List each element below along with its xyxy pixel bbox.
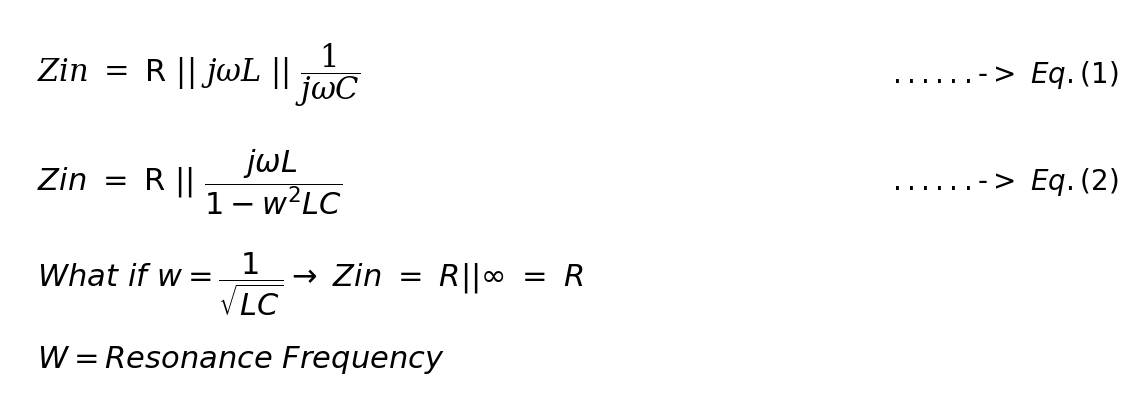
Text: $\mathit{Zin}$ $=$ R $||$ $j\omega L$ $||$ $\dfrac{1}{j\omega C}$: $\mathit{Zin}$ $=$ R $||$ $j\omega L$ $|… [38,42,360,109]
Text: $\mathit{......{\text{-}}> \ Eq.(1)}$: $\mathit{......{\text{-}}> \ Eq.(1)}$ [891,59,1118,91]
Text: $\mathit{Zin}$ $=$ R $||$ $\dfrac{j\omega L}{1 - w^{2}LC}$: $\mathit{Zin}$ $=$ R $||$ $\dfrac{j\omeg… [38,147,342,217]
Text: $\mathit{What\ if\ w = \dfrac{1}{\sqrt{LC}} \rightarrow \ Zin \ = \ R||\infty \ : $\mathit{What\ if\ w = \dfrac{1}{\sqrt{L… [38,251,584,318]
Text: $\mathit{......{\text{-}}> \ Eq.(2)}$: $\mathit{......{\text{-}}> \ Eq.(2)}$ [891,166,1118,198]
Text: $\mathit{W = Resonance\ Frequency}$: $\mathit{W = Resonance\ Frequency}$ [38,344,445,376]
